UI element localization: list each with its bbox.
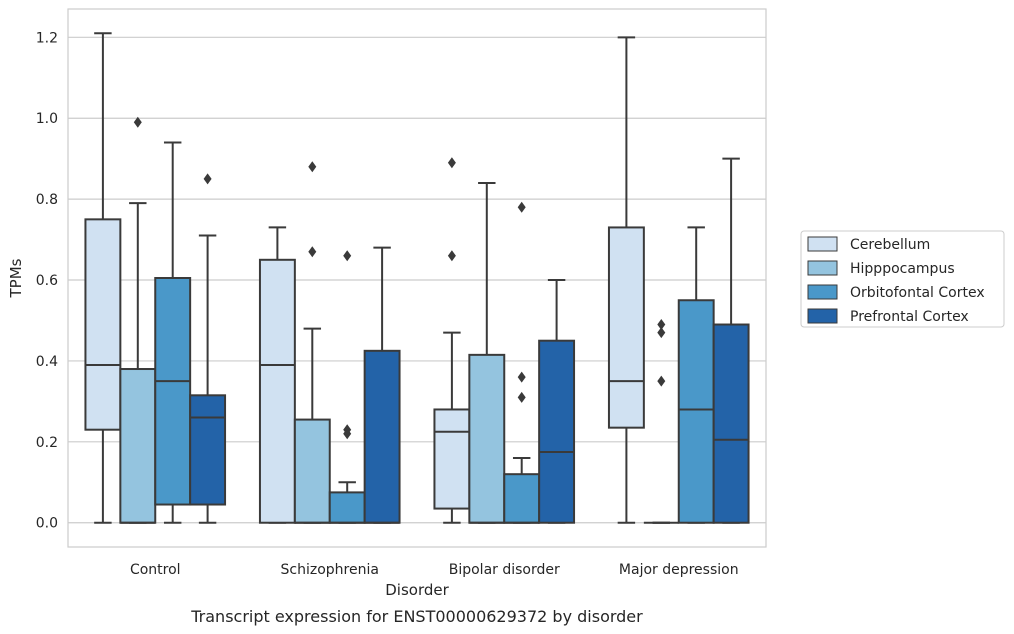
box-cerebellum [258,226,296,524]
iqr-box [503,473,541,524]
outlier-point [657,327,666,339]
box-hipppocampus [643,319,679,524]
outlier-point [133,116,142,128]
iqr-box [189,394,227,506]
x-tick-label: Bipolar disorder [449,562,560,578]
iqr-box [154,277,192,506]
box-cerebellum [433,157,471,524]
x-axis-label: Disorder [385,581,449,599]
iqr-box [363,349,401,524]
iqr-box [607,226,645,429]
outlier-point [447,250,456,262]
box-cerebellum [607,36,645,524]
x-tick-label: Schizophrenia [281,562,379,578]
y-tick-label: 0.2 [36,435,58,451]
box-prefrontal-cortex [363,246,401,524]
iqr-box [119,368,157,524]
iqr-box [468,353,506,524]
y-axis-ticks: 0.0 0.2 0.4 0.6 0.8 1.0 1.2 [36,30,58,531]
legend: Cerebellum Hipppocampus Orbitofontal Corte… [800,230,1005,328]
box-prefrontal-cortex [189,173,227,524]
legend-swatch [807,236,838,252]
outlier-point [657,319,666,331]
outlier-point [517,201,526,213]
legend-label: Orbitofontal Cortex [850,285,985,301]
x-tick-label: Major depression [619,562,739,578]
y-tick-label: 0.6 [36,273,58,289]
legend-label: Cerebellum [850,237,930,253]
iqr-box [84,218,122,431]
iqr-box [258,258,296,524]
chart-caption: Transcript expression for ENST0000062937… [190,607,643,626]
outlier-point [308,161,317,173]
outlier-point [517,391,526,403]
x-tick-label: Control [130,562,181,578]
outlier-point [308,246,317,258]
iqr-box [293,418,331,524]
outlier-point [343,250,352,262]
legend-label: Prefrontal Cortex [850,309,969,325]
y-tick-label: 1.2 [36,30,58,46]
box-cerebellum [84,32,122,524]
box-hipppocampus [468,181,506,524]
x-axis-ticks: Control Schizophrenia Bipolar disorder Majo… [130,562,739,578]
iqr-box [433,408,471,510]
outlier-point [447,157,456,169]
plot-frame [67,8,767,548]
y-tick-label: 0.4 [36,354,58,370]
y-axis-label: TPMs [7,258,25,298]
legend-label: Hipppocampus [850,261,955,277]
iqr-box [538,339,576,524]
legend-swatch [807,284,838,300]
iqr-box [328,491,366,524]
outlier-point [343,424,352,436]
box-prefrontal-cortex [538,279,576,524]
iqr-box [712,323,750,524]
iqr-box [677,299,715,524]
outlier-point [517,371,526,383]
box-prefrontal-cortex [712,157,750,524]
y-tick-label: 0.0 [36,516,58,532]
outlier-point [657,375,666,387]
box-orbitofontal-cortex [503,201,541,524]
outlier-point [203,173,212,185]
y-tick-label: 0.8 [36,192,58,208]
box-hipppocampus [119,116,157,524]
box-hipppocampus [293,161,331,524]
box-orbitofontal-cortex [154,141,192,524]
legend-frame [800,230,1005,328]
y-tick-label: 1.0 [36,111,58,127]
legend-swatch [807,308,838,324]
legend-swatch [807,260,838,276]
box-groups [84,32,750,524]
box-orbitofontal-cortex [677,226,715,524]
